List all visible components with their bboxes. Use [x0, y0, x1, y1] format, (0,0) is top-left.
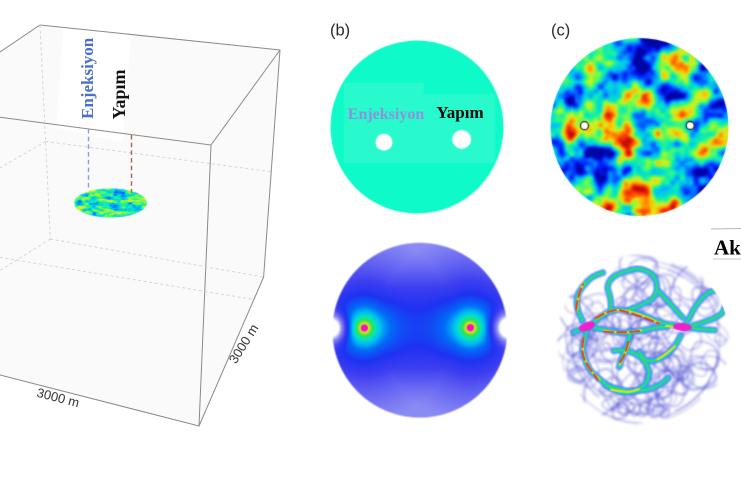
- svg-text:(c): (c): [551, 22, 570, 40]
- svg-text:3000 m: 3000 m: [226, 321, 262, 366]
- svg-text:Enjeksiyon: Enjeksiyon: [348, 106, 425, 123]
- svg-text:Yapım: Yapım: [436, 103, 483, 122]
- svg-text:3000 m: 3000 m: [35, 385, 81, 410]
- svg-text:(b): (b): [330, 22, 350, 40]
- svg-text:Enjeksiyon: Enjeksiyon: [78, 37, 97, 119]
- svg-text:Yapım: Yapım: [109, 69, 129, 119]
- svg-text:Akı: Akı: [714, 236, 741, 260]
